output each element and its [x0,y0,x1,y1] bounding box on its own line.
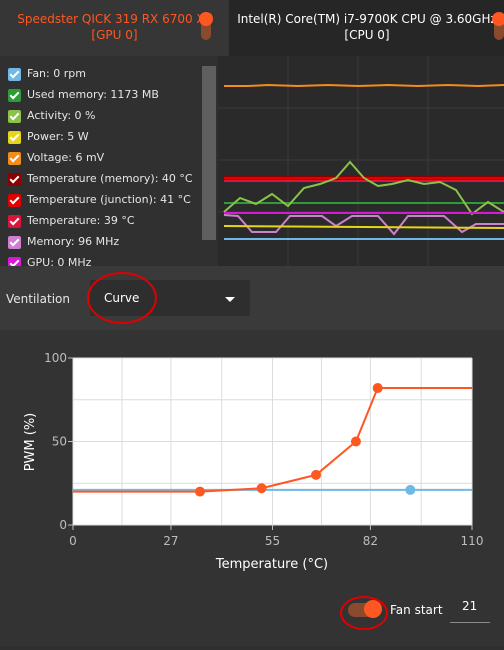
tab-cpu-subtitle: [CPU 0] [344,28,390,42]
tab-gpu-subtitle: [GPU 0] [91,28,138,42]
power-trace [223,225,504,229]
sensor-label: Activity: 0 % [27,109,96,122]
sensor-label: Power: 5 W [27,130,89,143]
sensor-label: Temperature (junction): 41 °C [27,193,191,206]
y-tick-label: 50 [52,435,67,449]
memory-trace [223,214,504,236]
sensor-graph-grid [218,56,504,266]
series-point [372,383,383,394]
sensor-label: GPU: 0 MHz [27,256,92,266]
toggle-track [201,18,211,40]
chevron-down-icon [225,297,235,302]
fan-start-label: Fan start [390,603,443,617]
sensor-label: Used memory: 1173 MB [27,88,159,101]
fan-start-value: 21 [462,599,478,613]
series-point [194,486,205,497]
voltage-trace [224,83,504,88]
ventilation-label: Ventilation [6,292,70,306]
checkbox[interactable] [8,215,21,228]
device-tabs: Speedster QICK 319 RX 6700 XT [GPU 0] In… [0,0,504,56]
sensor-panel: Fan: 0 rpm Used memory: 1173 MB Activity… [0,56,218,266]
checkbox[interactable] [8,257,21,266]
ventilation-bar: Ventilation Curve [0,266,504,330]
checkbox[interactable] [8,68,21,81]
tab-gpu[interactable]: Speedster QICK 319 RX 6700 XT [GPU 0] [0,0,229,56]
checkbox[interactable] [8,236,21,249]
x-tick-label: 82 [363,534,378,548]
tab-cpu[interactable]: Intel(R) Core(TM) i7-9700K CPU @ 3.60GHz… [230,0,504,56]
checkbox[interactable] [8,89,21,102]
checkbox[interactable] [8,152,21,165]
tab-cpu-title: Intel(R) Core(TM) i7-9700K CPU @ 3.60GHz [237,12,497,26]
checkbox[interactable] [8,110,21,123]
x-tick-label: 55 [265,534,280,548]
chart-ticks: 0 27 55 82 110 0 50 100 [44,351,483,548]
series-point [350,436,361,447]
sensor-label: Memory: 96 MHz [27,235,120,248]
sensor-graph-svg [218,56,504,266]
sensor-graph [218,56,504,266]
sensor-label: Fan: 0 rpm [27,67,86,80]
sensor-label: Temperature (memory): 40 °C [27,172,193,185]
series-point [256,483,267,494]
cpu-toggle[interactable] [492,12,504,42]
toggle-track [494,18,504,40]
highlight-circle [340,596,388,630]
sensor-scrollbar[interactable] [202,66,216,240]
fan-start-row: Fan start 21 [0,592,504,632]
gpu-toggle[interactable] [199,12,213,42]
x-tick-label: 0 [69,534,77,548]
checkbox[interactable] [8,173,21,186]
highlight-circle [87,272,157,324]
checkbox[interactable] [8,194,21,207]
fan-curve-panel: 0 27 55 82 110 0 50 100 Temperature (°C) PWM (%… [0,330,504,646]
sensor-label: Temperature: 39 °C [27,214,135,227]
y-tick-label: 0 [59,518,67,532]
fan-curve-chart: 0 27 55 82 110 0 50 100 Temperature (°C) PWM (%… [23,351,483,572]
x-tick-label: 110 [461,534,484,548]
y-axis-label: PWM (%) [23,413,38,472]
checkbox[interactable] [8,131,21,144]
activity-trace [223,160,504,216]
x-axis-label: Temperature (°C) [215,557,328,572]
sensor-label: Voltage: 6 mV [27,151,105,164]
series-point [311,469,322,480]
y-tick-label: 100 [44,351,67,365]
tab-gpu-title: Speedster QICK 319 RX 6700 XT [17,12,212,26]
series-point [405,484,416,495]
toggle-knob [492,12,504,26]
fan-start-input[interactable]: 21 [450,592,490,623]
x-tick-label: 27 [163,534,178,548]
chart-series [73,383,472,497]
toggle-knob [199,12,213,26]
